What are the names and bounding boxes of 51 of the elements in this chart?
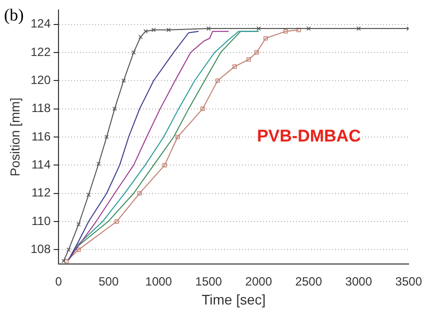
point — [246, 57, 251, 62]
x-tick-label: 2000 — [245, 274, 272, 288]
y-tick-label: 120 — [30, 72, 51, 87]
y-tick-label: 116 — [31, 129, 51, 144]
point — [86, 192, 91, 197]
point — [162, 163, 167, 168]
y-axis-title: Position [mm] — [7, 98, 22, 176]
point — [175, 134, 180, 140]
y-tick-label: 114 — [31, 157, 51, 172]
point — [215, 78, 220, 83]
point — [200, 106, 205, 111]
point — [356, 26, 361, 31]
point — [138, 34, 143, 40]
point — [76, 222, 81, 227]
point — [96, 162, 101, 166]
point — [166, 28, 171, 32]
x-tick-label: 0 — [55, 274, 62, 288]
point — [104, 134, 109, 140]
x-tick-label: 500 — [98, 274, 119, 288]
point — [143, 29, 148, 34]
point — [206, 26, 211, 31]
x-tick-label: 3500 — [395, 274, 422, 288]
x-tick-label: 1500 — [195, 274, 222, 288]
point — [283, 29, 288, 34]
y-tick-label: 118 — [31, 101, 51, 116]
y-tick-label: 108 — [30, 242, 51, 256]
point — [66, 248, 71, 252]
point — [254, 50, 259, 55]
x-tick-label: 2500 — [295, 274, 322, 288]
point — [114, 219, 119, 224]
point — [256, 26, 261, 31]
annotation: PVB-DMBAC — [256, 126, 361, 146]
point — [64, 258, 69, 264]
text: (b) — [4, 5, 24, 24]
point — [232, 64, 237, 69]
point — [121, 78, 126, 83]
point — [296, 28, 301, 32]
point — [263, 36, 268, 41]
point — [151, 28, 156, 32]
x-axis-title: Time [sec] — [202, 291, 266, 308]
point — [137, 191, 142, 196]
y-tick-label: 110 — [31, 214, 51, 228]
y-tick-label: 112 — [31, 186, 51, 200]
y-tick-label: 124 — [30, 16, 51, 31]
x-tick-label: 3000 — [345, 274, 372, 288]
point — [131, 50, 136, 55]
y-tick-label: 122 — [30, 44, 51, 59]
point — [306, 26, 311, 31]
x-tick-label: 1000 — [145, 274, 172, 288]
point — [112, 106, 117, 111]
point — [76, 248, 81, 252]
